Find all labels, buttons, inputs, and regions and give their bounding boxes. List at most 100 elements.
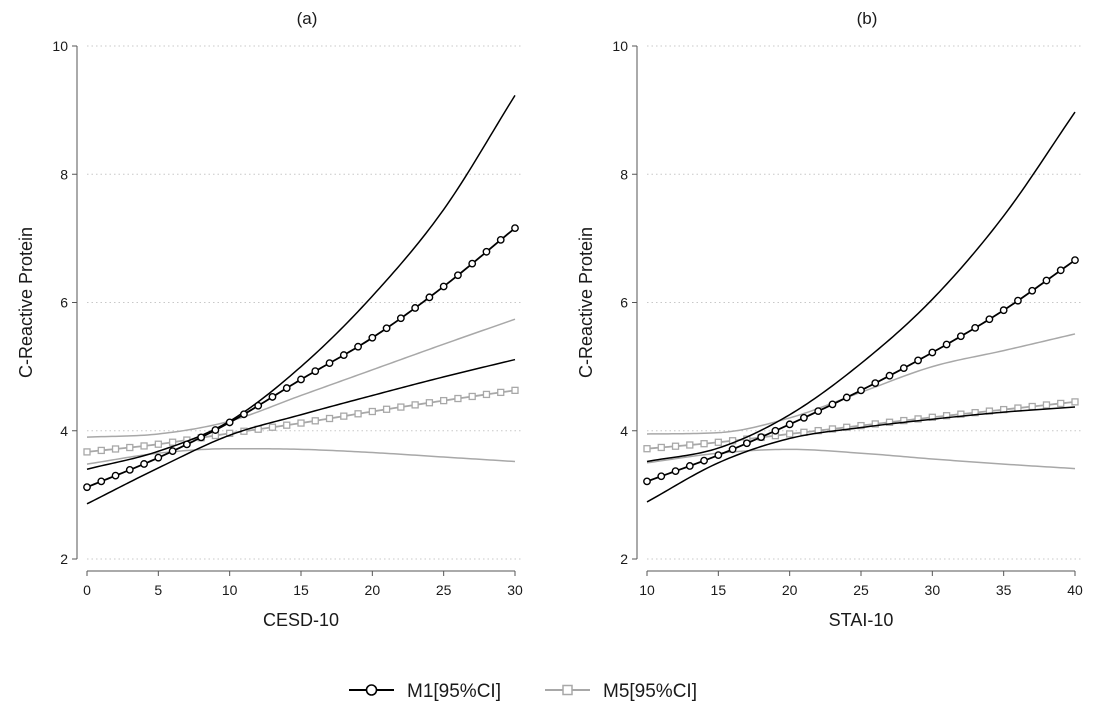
m5-upper-line [646, 333, 1076, 435]
m1-point [942, 340, 951, 349]
m1-point [240, 410, 248, 419]
m5-point [83, 448, 91, 456]
m1-point [742, 439, 751, 448]
legend-label: M1[95%CI] [407, 681, 501, 702]
m1-point [700, 456, 708, 465]
m1-point [1071, 256, 1079, 265]
m1-point [643, 477, 651, 486]
m5-point [368, 407, 376, 416]
m5-point [311, 417, 319, 425]
m5-point [111, 445, 120, 453]
m1-point [985, 315, 994, 324]
m1-point [1042, 276, 1051, 285]
legend: M1[95%CI] M5[95%CI] [349, 681, 697, 702]
x-tick-label: 25 [436, 582, 452, 598]
y-tick-label: 6 [620, 295, 628, 311]
m1-point [842, 393, 851, 402]
m1-point [1056, 266, 1065, 275]
m1-point [111, 471, 120, 480]
x-tick-label: 20 [365, 582, 381, 598]
m5-point [1057, 399, 1065, 408]
m5-point [1071, 398, 1079, 406]
m1-point [671, 467, 680, 476]
m1-point [771, 426, 780, 435]
m1-point [857, 386, 865, 395]
m5-point [671, 442, 680, 450]
m5-point [154, 440, 162, 448]
legend-marker-circle [365, 684, 378, 696]
x-tick-label: 30 [925, 582, 941, 598]
m1-lower-line [86, 358, 516, 505]
m5-point [643, 445, 651, 453]
x-tick-label: 40 [1067, 582, 1083, 598]
m1-point [657, 472, 666, 481]
x-axis-label: CESD-10 [263, 610, 339, 630]
m1-point [757, 433, 766, 441]
m1-estimate-line [646, 259, 1076, 483]
m5-point [382, 405, 391, 413]
m5-point [468, 392, 476, 401]
m5-point [425, 399, 434, 407]
m1-point [899, 364, 908, 373]
m5-point [497, 388, 505, 397]
y-tick-label: 10 [612, 38, 628, 54]
m5-point [126, 443, 134, 452]
legend-marker-square [562, 684, 573, 696]
m1-point [999, 306, 1008, 315]
m5-point [885, 418, 894, 426]
m5-point [942, 412, 951, 420]
m1-point [225, 418, 234, 427]
x-tick-label: 10 [222, 582, 238, 598]
m5-point [482, 390, 491, 399]
m5-upper-line [86, 318, 516, 438]
m5-point [340, 412, 348, 420]
y-tick-label: 2 [60, 551, 68, 567]
m1-point [339, 351, 348, 359]
m1-point [354, 342, 362, 351]
m1-point [154, 453, 163, 462]
panel-title: (a) [297, 9, 318, 28]
y-tick-label: 2 [620, 551, 628, 567]
m1-point [297, 375, 305, 384]
m5-point [454, 394, 462, 403]
y-axis-label: C-Reactive Protein [16, 227, 36, 378]
m5-point [397, 403, 405, 411]
m1-point [1028, 286, 1037, 295]
m5-point [700, 440, 708, 448]
m1-point [439, 282, 448, 291]
m1-point [168, 447, 177, 456]
m1-point [282, 384, 291, 392]
m1-point [914, 356, 922, 365]
m1-point [828, 400, 837, 409]
x-tick-label: 35 [996, 582, 1012, 598]
panel-b: 2 4 6 8 10 10 15 20 25 30 35 40 (b) STAI-10 C-Reactive… [576, 9, 1083, 630]
x-tick-label: 15 [711, 582, 727, 598]
m1-upper-line [86, 94, 516, 470]
m1-point [785, 420, 794, 429]
m1-point [182, 440, 191, 449]
x-axis-label: STAI-10 [829, 610, 894, 630]
m5-point [1028, 402, 1036, 411]
m5-point [871, 420, 879, 428]
m5-point [511, 386, 519, 395]
m5-point [828, 425, 837, 433]
m1-point [1014, 296, 1022, 305]
m1-point [956, 332, 965, 341]
m1-lower-line [646, 406, 1076, 503]
m1-point [268, 393, 277, 401]
legend-label: M5[95%CI] [603, 681, 697, 702]
x-tick-label: 15 [293, 582, 309, 598]
m5-point [900, 416, 908, 425]
m1-point [97, 477, 106, 486]
y-tick-label: 4 [60, 423, 68, 439]
m5-point [283, 421, 291, 429]
x-tick-label: 25 [853, 582, 869, 598]
m1-point [396, 314, 405, 323]
m5-point [140, 442, 148, 450]
m1-point [496, 235, 505, 244]
m5-point [857, 421, 865, 430]
m1-point [325, 359, 334, 368]
y-tick-label: 8 [60, 166, 68, 182]
m5-point [268, 423, 277, 431]
